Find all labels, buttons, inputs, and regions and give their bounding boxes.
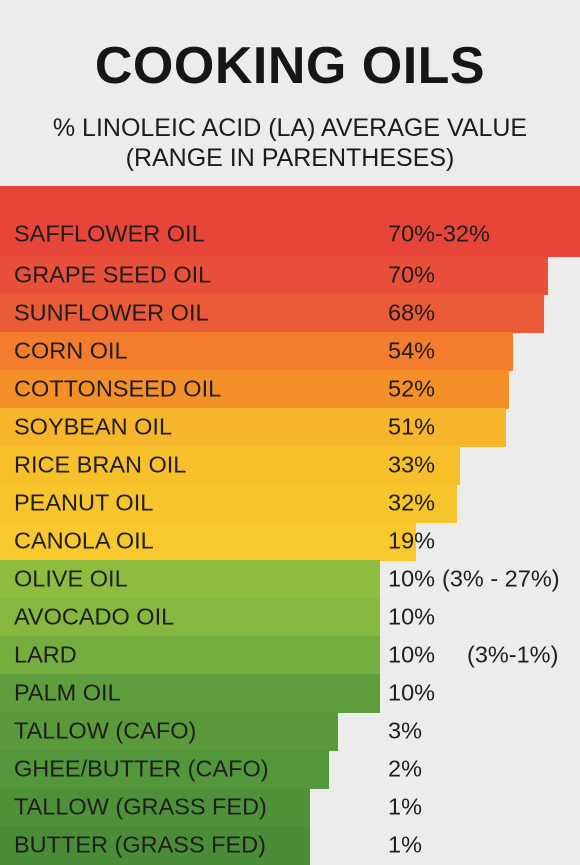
value-label: 2% — [388, 755, 422, 782]
value-label: 10% — [388, 565, 436, 592]
value-label: 10% — [388, 603, 436, 630]
category-label: SOYBEAN OIL — [14, 413, 173, 440]
value-label: 19% — [388, 527, 436, 554]
category-label: COTTONSEED OIL — [14, 375, 222, 402]
category-label: CORN OIL — [14, 337, 128, 364]
bar-12 — [0, 636, 381, 675]
value-label: 10% — [388, 679, 436, 706]
value-label: 3% — [388, 717, 422, 744]
range-label: (3%-1%) — [467, 641, 559, 668]
bar-2 — [0, 256, 548, 295]
value-label: 68% — [388, 299, 436, 326]
chart-subtitle: % LINOLEIC ACID (LA) AVERAGE VALUE (RANG… — [0, 113, 580, 173]
category-label: GRAPE SEED OIL — [14, 261, 212, 288]
value-label: 10% — [388, 641, 436, 668]
category-label: PALM OIL — [14, 679, 121, 706]
subtitle-line-1: % LINOLEIC ACID (LA) AVERAGE VALUE — [52, 114, 528, 142]
bar-10 — [0, 560, 381, 599]
value-label: 52% — [388, 375, 436, 402]
category-label: SUNFLOWER OIL — [14, 299, 209, 326]
category-label: CANOLA OIL — [14, 527, 154, 554]
bar-9 — [0, 522, 417, 561]
category-label: PEANUT OIL — [14, 489, 154, 516]
bar-13 — [0, 674, 381, 713]
category-label: LARD — [14, 641, 77, 668]
bar-6 — [0, 408, 507, 447]
bar-3 — [0, 294, 544, 333]
category-label: AVOCADO OIL — [14, 603, 175, 630]
bar-4 — [0, 332, 514, 371]
category-label: GHEE/BUTTER (CAFO) — [14, 755, 269, 782]
bar-14 — [0, 712, 339, 751]
chart-title: COOKING OILS — [94, 37, 486, 95]
value-label: 1% — [388, 831, 422, 858]
bar-17 — [0, 826, 310, 865]
value-label: 33% — [388, 451, 436, 478]
value-label: 70%-32% — [388, 220, 490, 247]
range-label: (3% - 27%) — [442, 565, 560, 592]
subtitle-line-2: (RANGE IN PARENTHESES) — [125, 144, 455, 172]
value-label: 32% — [388, 489, 436, 516]
category-label: TALLOW (CAFO) — [14, 717, 197, 744]
bar-7 — [0, 446, 461, 485]
category-label: RICE BRAN OIL — [14, 451, 187, 478]
bar-16 — [0, 788, 310, 827]
bar-5 — [0, 370, 509, 409]
category-label: OLIVE OIL — [14, 565, 128, 592]
bar-8 — [0, 484, 458, 523]
bar-11 — [0, 598, 381, 637]
value-label: 54% — [388, 337, 436, 364]
bar-1 — [0, 186, 580, 257]
bar-15 — [0, 750, 329, 789]
category-label: BUTTER (GRASS FED) — [14, 831, 266, 858]
category-label: SAFFLOWER OIL — [14, 220, 205, 247]
value-label: 70% — [388, 261, 436, 288]
value-label: 1% — [388, 793, 422, 820]
value-label: 51% — [388, 413, 436, 440]
category-label: TALLOW (GRASS FED) — [14, 793, 267, 820]
